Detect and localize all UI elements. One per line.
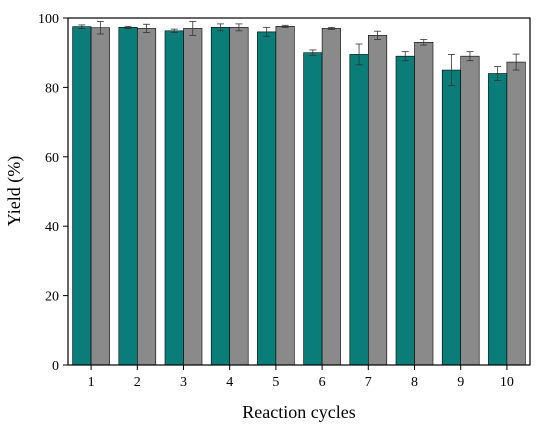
x-axis-label: Reaction cycles — [242, 402, 355, 422]
bar-series2-cycle-10 — [506, 61, 526, 366]
bar-series1-cycle-1 — [72, 26, 92, 366]
error-bar-series2-cycle-1 — [96, 21, 104, 35]
plot-frame — [67, 17, 531, 366]
error-bar-series2-cycle-5 — [281, 24, 289, 28]
error-bar-series2-cycle-3 — [189, 21, 197, 36]
y-tick-label-0: 0 — [52, 359, 59, 374]
error-bars-layer — [78, 21, 520, 87]
y-tick-label-60: 60 — [45, 151, 59, 166]
bar-series1-cycle-5 — [257, 31, 277, 366]
error-bar-series1-cycle-3 — [170, 28, 178, 33]
bar-series2-cycle-4 — [229, 27, 249, 366]
error-bar-series2-cycle-6 — [327, 26, 335, 30]
bar-series1-cycle-7 — [349, 54, 369, 366]
error-bar-series1-cycle-7 — [355, 43, 363, 66]
bar-series1-cycle-6 — [303, 52, 323, 366]
bar-series2-cycle-7 — [367, 35, 388, 366]
error-bar-series2-cycle-10 — [512, 53, 520, 71]
error-bar-series1-cycle-5 — [263, 26, 271, 37]
bar-series2-cycle-6 — [321, 28, 341, 366]
error-bar-series2-cycle-7 — [374, 30, 382, 40]
error-bar-series1-cycle-2 — [124, 25, 132, 29]
x-tick-label-7: 7 — [365, 375, 372, 390]
error-bar-series2-cycle-4 — [235, 23, 243, 32]
x-tick-label-5: 5 — [272, 375, 279, 390]
x-tick-label-2: 2 — [134, 375, 141, 390]
bar-series1-cycle-8 — [395, 55, 415, 366]
bar-series1-cycle-3 — [164, 30, 184, 366]
bar-series2-cycle-9 — [460, 55, 480, 366]
x-tick-label-1: 1 — [88, 375, 95, 390]
bar-series2-cycle-8 — [414, 41, 434, 366]
error-bar-series1-cycle-10 — [494, 66, 502, 81]
error-bar-series1-cycle-8 — [401, 51, 409, 62]
bar-series1-cycle-2 — [118, 27, 138, 366]
error-bar-series2-cycle-2 — [143, 23, 151, 33]
bar-series2-cycle-2 — [137, 28, 157, 366]
x-tick-label-10: 10 — [500, 375, 514, 390]
bar-series2-cycle-3 — [183, 28, 203, 366]
y-tick-label-40: 40 — [45, 220, 59, 235]
bars-layer — [72, 26, 526, 366]
y-tick-label-100: 100 — [38, 12, 59, 27]
error-bar-series2-cycle-9 — [466, 51, 474, 62]
x-tick-label-9: 9 — [457, 375, 464, 390]
x-tick-label-4: 4 — [226, 375, 233, 390]
x-tick-label-6: 6 — [319, 375, 326, 390]
y-axis-label: Yield (%) — [4, 156, 25, 226]
y-tick-label-80: 80 — [45, 81, 59, 96]
bar-series1-cycle-4 — [210, 27, 230, 366]
x-tick-label-3: 3 — [180, 375, 187, 390]
bar-series2-cycle-5 — [275, 26, 295, 366]
y-tick-label-20: 20 — [45, 290, 59, 305]
error-bar-series1-cycle-9 — [447, 54, 455, 87]
error-bar-series1-cycle-1 — [78, 24, 86, 29]
bar-series1-cycle-10 — [488, 73, 508, 366]
bar-series2-cycle-1 — [90, 27, 110, 366]
error-bar-series2-cycle-8 — [420, 39, 428, 46]
bar-series1-cycle-9 — [441, 69, 462, 366]
error-bar-series1-cycle-6 — [309, 49, 317, 56]
x-tick-label-8: 8 — [411, 375, 418, 390]
error-bar-series1-cycle-4 — [216, 23, 224, 32]
